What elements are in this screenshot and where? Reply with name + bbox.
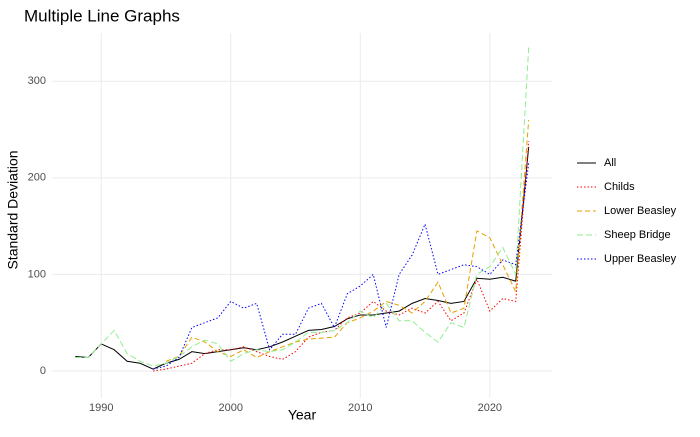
- y-tick-label: 0: [40, 365, 46, 377]
- x-tick-label: 2020: [478, 402, 502, 414]
- y-axis-title: Standard Deviation: [5, 150, 21, 269]
- chart-title: Multiple Line Graphs: [24, 6, 180, 25]
- series-line: [165, 119, 530, 362]
- x-tick-label: 2000: [219, 402, 243, 414]
- legend-label: Sheep Bridge: [604, 229, 671, 241]
- series-line: [75, 146, 530, 370]
- legend-label: Upper Beasley: [604, 253, 677, 265]
- y-tick-label: 300: [28, 75, 46, 87]
- legend-label: All: [604, 157, 616, 169]
- series-line: [75, 47, 530, 367]
- y-tick-label: 100: [28, 268, 46, 280]
- y-tick-label: 200: [28, 172, 46, 184]
- x-tick-label: 2010: [348, 402, 372, 414]
- x-tick-label: 1990: [89, 402, 113, 414]
- legend-label: Childs: [604, 181, 635, 193]
- series-line: [152, 163, 530, 370]
- x-axis-title: Year: [288, 407, 317, 423]
- legend-label: Lower Beasley: [604, 205, 677, 217]
